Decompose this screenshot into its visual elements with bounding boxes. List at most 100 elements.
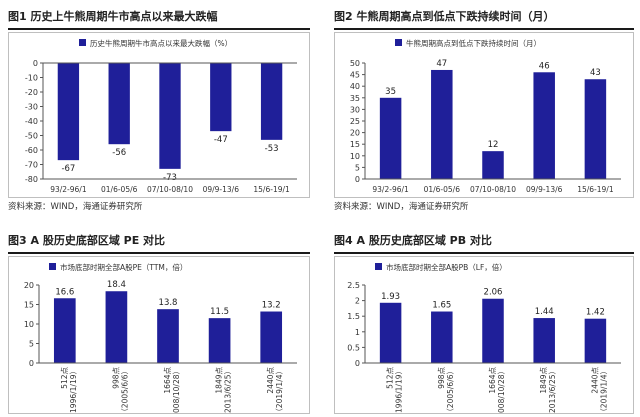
bar — [208, 318, 231, 363]
y-tick-label: -30 — [25, 103, 38, 112]
x-tick-label: 512点（1996/1/19） — [386, 367, 404, 413]
bar — [533, 72, 555, 179]
y-tick-label: 20 — [24, 281, 34, 290]
y-tick-label: -10 — [25, 74, 38, 83]
y-tick-label: -80 — [25, 175, 38, 184]
title-rule — [334, 252, 634, 254]
y-tick-label: 45 — [350, 71, 360, 80]
bar — [159, 63, 181, 169]
bar — [482, 298, 504, 363]
x-tick-label-line: 1849点 — [539, 367, 548, 394]
x-tick-label-line: （2019/1/4） — [275, 367, 284, 413]
data-label: 46 — [539, 61, 550, 71]
y-tick-label: -70 — [25, 161, 38, 170]
panel-title: 图3 A 股历史底部区域 PE 对比 — [8, 234, 166, 247]
y-tick-label: 1 — [355, 328, 360, 337]
bar — [379, 97, 402, 179]
bar — [584, 79, 607, 179]
panel-fig2: 图2 牛熊周期高点到低点下跌持续时间（月） 牛熊周期高点到低点下跌持续时间（月）… — [334, 8, 634, 218]
chart-frame: 历史牛熊周期牛市高点以来最大跌幅（%） 0 -10 -20 -30 -40 -50 -60 -7… — [8, 32, 310, 198]
y-tick-label: 50 — [350, 59, 360, 68]
data-label: -53 — [265, 144, 279, 154]
legend-swatch — [79, 39, 86, 46]
y-tick-label: 40 — [350, 82, 360, 91]
title-rule — [8, 28, 310, 30]
y-tick-label: 25 — [350, 117, 360, 126]
data-label: -56 — [112, 148, 126, 158]
x-tick-label-line: （2013/6/25） — [548, 367, 557, 413]
bar — [53, 298, 76, 363]
x-tick-label-line: 998点 — [111, 367, 120, 389]
source-note: 资料来源：WIND，海通证券研究所 — [8, 202, 143, 212]
x-tick-label-line: 1664点 — [163, 367, 172, 394]
x-tick-label-line: （2013/6/25） — [224, 367, 233, 413]
legend-label: 牛熊周期高点到低点下跌持续时间（月） — [406, 38, 541, 48]
data-label: 43 — [590, 68, 601, 78]
bar — [108, 63, 130, 145]
bar-chart-pb: 市场底部时期全部A股PB（LF，倍） 0 0.5 1 1.5 2 2.5 1.93 512点（1… — [347, 262, 621, 417]
data-label: 35 — [385, 87, 396, 97]
legend-label: 市场底部时期全部A股PE（TTM，倍） — [60, 262, 187, 272]
panel-title: 图2 牛熊周期高点到低点下跌持续时间（月） — [334, 10, 555, 23]
x-tick-label-line: 1849点 — [215, 367, 224, 394]
bar — [57, 63, 80, 161]
data-label: 2.06 — [484, 288, 503, 298]
y-tick-label: -50 — [25, 132, 38, 141]
legend-label: 历史牛熊周期牛市高点以来最大跌幅（%） — [90, 38, 232, 48]
y-tick-label: 5 — [355, 163, 360, 172]
y-tick-label: 0 — [355, 175, 360, 184]
x-tick-label-line: （2008/10/28） — [172, 367, 181, 413]
bar — [533, 318, 555, 363]
y-tick-label: -20 — [25, 88, 38, 97]
x-tick-label-line: （2005/6/6） — [120, 367, 129, 413]
y-tick-label: 35 — [350, 94, 360, 103]
x-tick-label: 01/6-05/6 — [424, 185, 461, 194]
x-tick-label-line: 512点 — [386, 367, 395, 389]
panel-title: 图1 历史上牛熊周期牛市高点以来最大跌幅 — [8, 10, 218, 23]
bar — [379, 302, 402, 363]
chart-frame: 市场底部时期全部A股PE（TTM，倍） 0 5 10 15 20 16.6 512点（1996… — [8, 256, 310, 417]
x-tick-label: 09/9-13/6 — [526, 185, 563, 194]
y-tick-label: -40 — [25, 117, 38, 126]
data-label: -73 — [163, 173, 177, 183]
x-tick-label: 998点（2005/6/6） — [437, 367, 455, 413]
legend-swatch — [49, 263, 56, 270]
x-tick-label: 93/2-96/1 — [50, 185, 87, 194]
legend-swatch — [375, 263, 382, 270]
x-tick-label-line: （1996/1/19） — [395, 367, 404, 413]
y-tick-label: 15 — [24, 301, 34, 310]
panel-fig3: 图3 A 股历史底部区域 PE 对比 市场底部时期全部A股PE（TTM，倍） 0 5… — [8, 232, 310, 417]
bar-chart-pe: 市场底部时期全部A股PE（TTM，倍） 0 5 10 15 20 16.6 512点（1996… — [24, 262, 297, 417]
x-tick-label-line: 2440点 — [590, 367, 599, 394]
chart-frame: 牛熊周期高点到低点下跌持续时间（月） 0 5 10 15 20 25 30 35 40 45 50 35… — [334, 32, 634, 198]
x-tick-label: 09/9-13/6 — [203, 185, 240, 194]
panel-fig4: 图4 A 股历史底部区域 PB 对比 市场底部时期全部A股PB（LF，倍） 0 0.… — [334, 232, 634, 417]
y-tick-label: 10 — [350, 152, 360, 161]
x-tick-label: 998点（2005/6/6） — [111, 367, 129, 413]
y-tick-label: 2.5 — [347, 281, 360, 290]
x-tick-label-line: 2440点 — [266, 367, 275, 394]
x-tick-label-line: 512点 — [60, 367, 69, 389]
panel-title: 图4 A 股历史底部区域 PB 对比 — [334, 234, 492, 247]
x-tick-label-line: 1664点 — [488, 367, 497, 394]
bar — [105, 291, 128, 363]
x-tick-label: 2440点（2019/1/4） — [590, 367, 608, 413]
x-tick-label-line: （2005/6/6） — [446, 367, 455, 413]
data-label: 12 — [488, 140, 499, 150]
data-label: 1.44 — [535, 307, 554, 317]
y-tick-label: 20 — [350, 129, 360, 138]
x-tick-label: 512点（1996/1/19） — [60, 367, 78, 413]
source-note: 资料来源：WIND，海通证券研究所 — [334, 202, 469, 212]
x-tick-label: 07/10-08/10 — [470, 185, 516, 194]
bar — [482, 151, 504, 179]
data-label: 1.93 — [381, 292, 400, 302]
title-rule — [8, 252, 310, 254]
y-tick-label: 15 — [350, 140, 360, 149]
x-tick-label: 07/10-08/10 — [147, 185, 193, 194]
y-tick-label: 5 — [29, 340, 34, 349]
bar-chart-decline-duration: 牛熊周期高点到低点下跌持续时间（月） 0 5 10 15 20 25 30 35 40 45 50 35… — [350, 38, 621, 194]
data-label: 13.8 — [159, 298, 178, 308]
legend-label: 市场底部时期全部A股PB（LF，倍） — [386, 262, 507, 272]
panel-fig1: 图1 历史上牛熊周期牛市高点以来最大跌幅 历史牛熊周期牛市高点以来最大跌幅（%）… — [8, 8, 310, 218]
data-label: 11.5 — [210, 307, 229, 317]
